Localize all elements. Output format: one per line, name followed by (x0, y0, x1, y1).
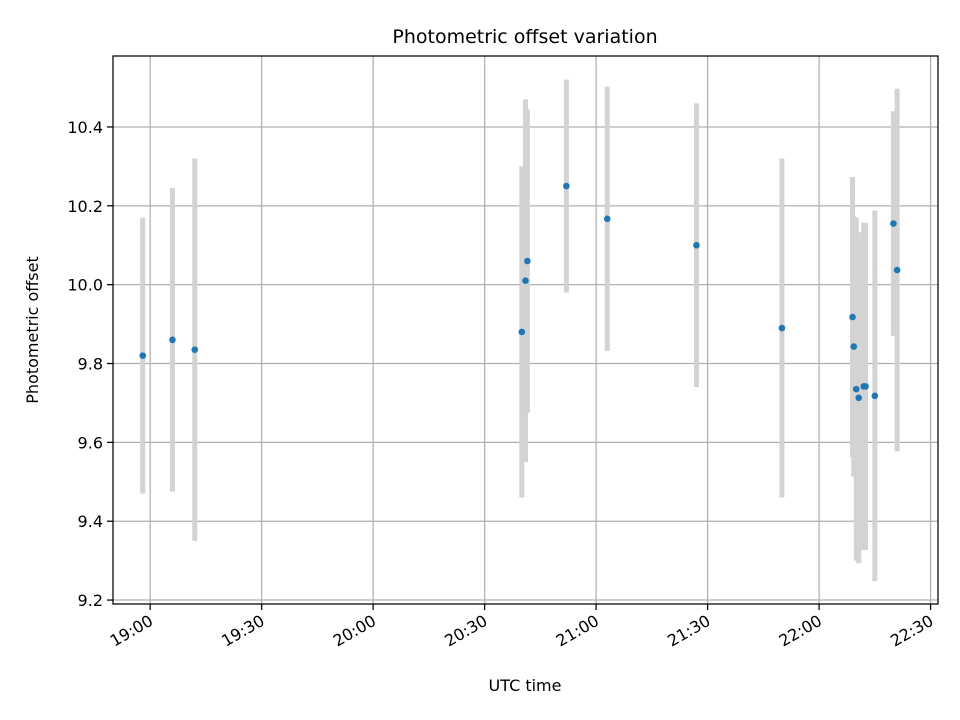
y-tick-label: 9.6 (78, 433, 103, 452)
data-point (522, 277, 529, 285)
data-point (855, 394, 863, 402)
data-point (603, 215, 611, 223)
data-point (191, 346, 199, 354)
plot-frame (112, 55, 939, 605)
data-point (693, 241, 700, 249)
y-tick-label: 9.4 (78, 512, 103, 531)
y-tick-label: 10.4 (67, 118, 103, 137)
data-point (169, 336, 176, 344)
y-tick-label: 9.8 (78, 355, 103, 374)
x-tick-label: 21:30 (664, 611, 713, 651)
data-point (862, 383, 869, 390)
data-point (518, 328, 526, 336)
x-tick-label: 20:30 (441, 611, 490, 651)
data-points (139, 182, 901, 402)
x-axis-ticks: 19:00 19:30 20:00 20:30 21:00 21:30 22:00 22:30 (107, 604, 937, 651)
x-axis-label: UTC time (489, 676, 562, 695)
y-tick-label: 10.2 (67, 197, 103, 216)
data-point (893, 266, 901, 274)
data-point (139, 352, 147, 359)
chart-title: Photometric offset variation (392, 26, 657, 48)
data-point (871, 392, 879, 400)
data-point (524, 257, 531, 265)
x-tick-label: 22:00 (776, 611, 825, 651)
data-point (563, 182, 570, 190)
x-tick-label: 19:00 (107, 611, 156, 651)
data-point (849, 313, 856, 321)
data-point (850, 343, 858, 350)
y-tick-label: 10.0 (67, 276, 103, 295)
x-tick-label: 20:00 (330, 611, 379, 651)
x-tick-label: 19:30 (218, 611, 267, 651)
x-tick-label: 22:30 (887, 611, 936, 651)
y-axis-label: Photometric offset (23, 256, 42, 404)
x-tick-label: 21:00 (553, 611, 602, 651)
y-tick-label: 9.2 (78, 591, 103, 610)
data-point (852, 385, 860, 393)
data-point (890, 220, 897, 227)
y-axis-ticks: 9.2 9.4 9.6 9.8 10.0 10.2 10.4 (67, 118, 113, 610)
data-point (778, 324, 786, 332)
